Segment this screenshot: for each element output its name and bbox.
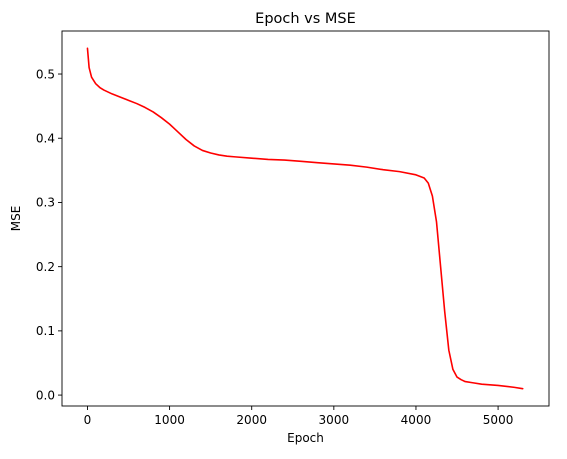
x-tick-label: 1000 <box>154 413 185 427</box>
x-axis-label: Epoch <box>287 431 324 445</box>
series-layer <box>86 47 524 390</box>
y-axis-label: MSE <box>9 206 23 232</box>
y-axis-ticks: 0.0 0.1 0.2 0.3 0.4 0.5 <box>36 67 62 402</box>
series-line <box>86 47 524 390</box>
y-tick-label: 0.5 <box>36 67 55 81</box>
y-tick-label: 0.1 <box>36 324 55 338</box>
x-tick-label: 3000 <box>319 413 350 427</box>
x-tick-label: 0 <box>84 413 92 427</box>
x-tick-label: 4000 <box>401 413 432 427</box>
plot-frame <box>61 30 550 407</box>
plot-area <box>62 31 549 406</box>
x-tick-label: 2000 <box>236 413 267 427</box>
y-tick-label: 0.3 <box>36 196 55 210</box>
chart-title: Epoch vs MSE <box>255 11 356 27</box>
y-tick-label: 0.4 <box>36 132 55 146</box>
x-tick-label: 5000 <box>483 413 514 427</box>
y-tick-label: 0.2 <box>36 260 55 274</box>
x-axis-ticks: 0 1000 2000 3000 4000 5000 <box>84 406 514 427</box>
y-tick-label: 0.0 <box>36 388 55 402</box>
